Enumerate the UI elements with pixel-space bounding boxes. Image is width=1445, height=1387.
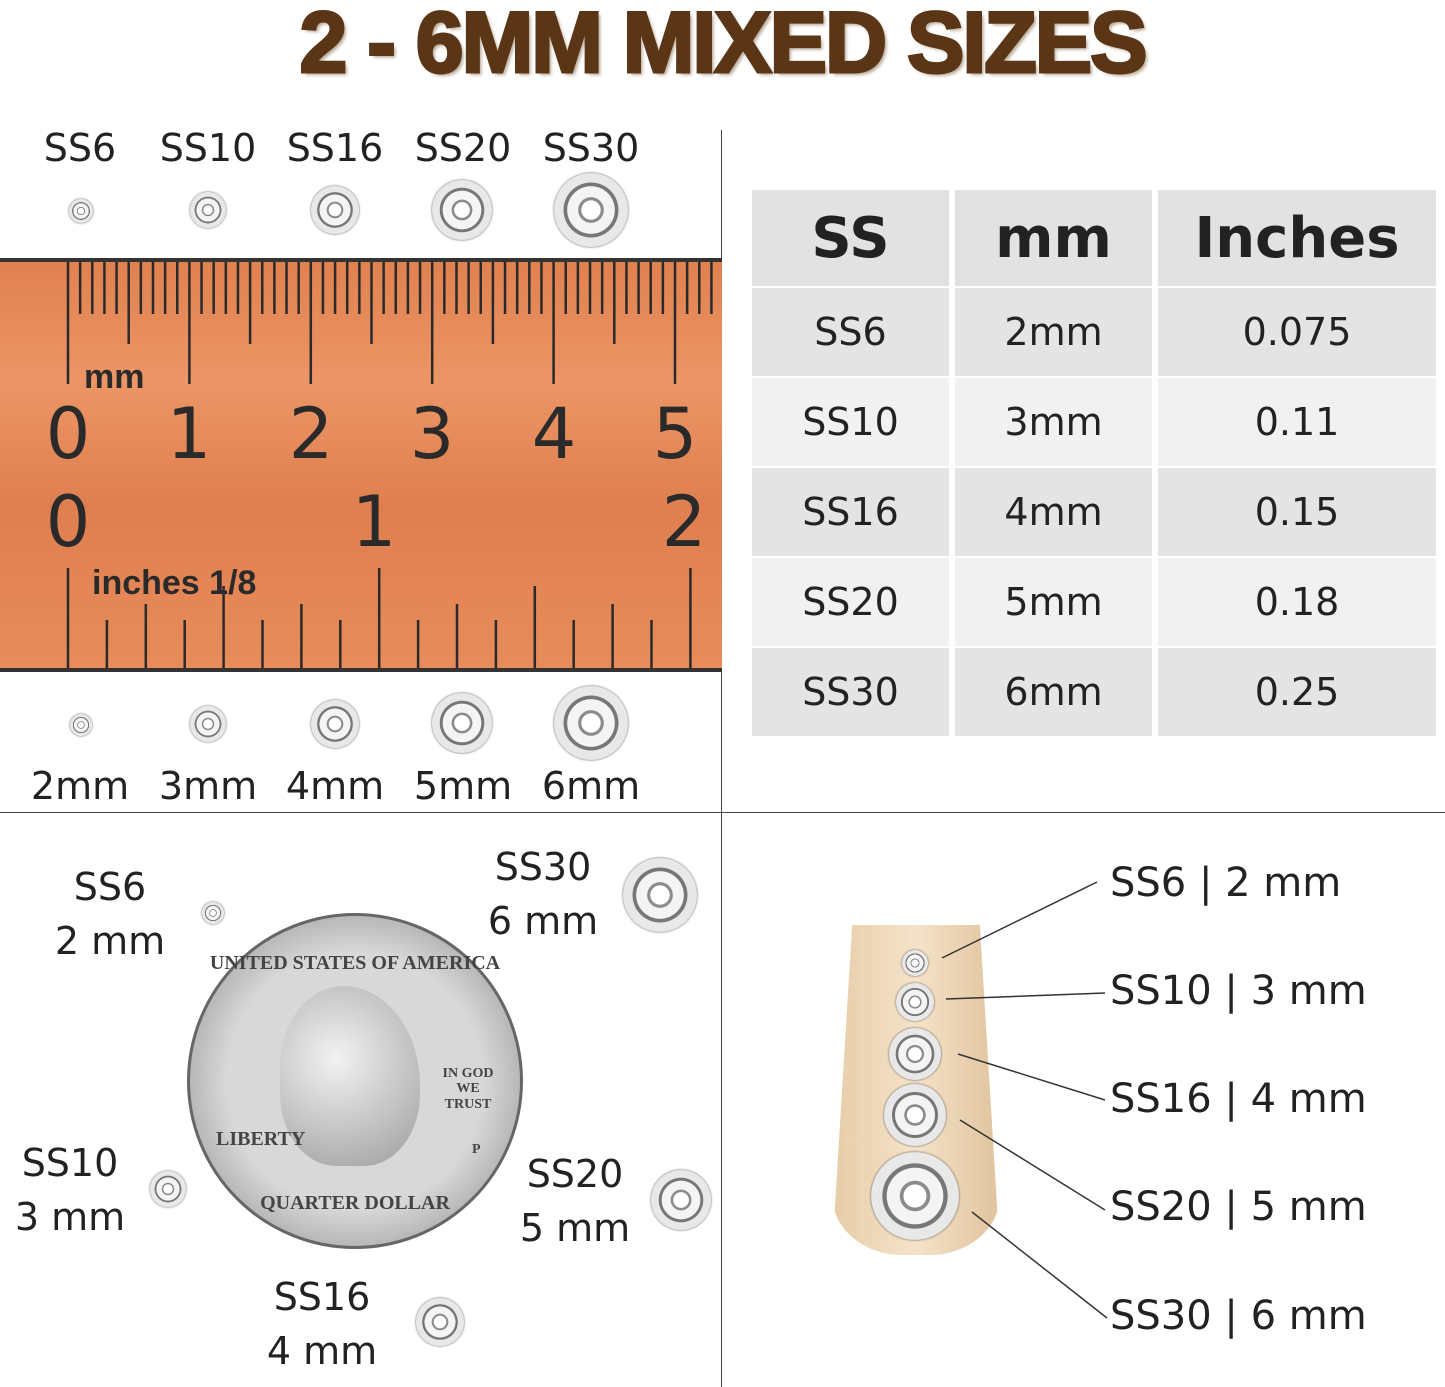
rhinestone-icon (554, 686, 628, 760)
cell: 0.15 (1158, 468, 1436, 556)
rhinestone-icon (902, 950, 928, 976)
nail-label: SS16 | 4 mm (1110, 1076, 1367, 1122)
mm-label: 2mm (30, 764, 130, 808)
rhinestone-icon (432, 693, 492, 753)
rhinestone-icon (884, 1084, 946, 1146)
rhinestone-icon (311, 700, 359, 748)
size-label: SS20 (414, 126, 512, 170)
mm-label: 3mm (158, 764, 258, 808)
header-mm: mm (955, 190, 1152, 286)
header-ss: SS (752, 190, 949, 286)
ruler-inch-number: 0 (46, 481, 91, 563)
nail-label: SS20 | 5 mm (1110, 1184, 1367, 1230)
ruler-inch-number: 1 (352, 481, 397, 563)
coin-label: SS6 2 mm (54, 865, 166, 963)
size-label: SS10 (159, 126, 257, 170)
mm-label: 4mm (285, 764, 385, 808)
coin-text: IN GOD WE TRUST (442, 1066, 494, 1112)
rhinestone-icon (651, 1170, 711, 1230)
portrait (280, 986, 420, 1166)
coin-label: SS10 3 mm (14, 1141, 126, 1239)
ruler-body (0, 258, 722, 672)
rhinestone-icon (190, 706, 226, 742)
rhinestone-icon (889, 1028, 941, 1080)
cell: 0.25 (1158, 648, 1436, 736)
cell: SS30 (752, 648, 949, 736)
ruler-mm-number: 1 (167, 393, 212, 475)
mm-label: 5mm (413, 764, 513, 808)
rhinestone-icon (311, 186, 359, 234)
size-label: SS6 (43, 126, 117, 170)
cell: 0.18 (1158, 558, 1436, 646)
rhinestone-icon (202, 902, 224, 924)
size-label: SS16 (286, 126, 384, 170)
rhinestone-icon (70, 714, 92, 736)
quarter-coin: UNITED STATES OF AMERICA LIBERTY IN GOD … (187, 913, 523, 1249)
coin-text: LIBERTY (216, 1128, 306, 1150)
nail-label: SS6 | 2 mm (1110, 860, 1342, 906)
rhinestone-icon (150, 1171, 186, 1207)
coin-text: P (472, 1142, 481, 1157)
rhinestone-icon (190, 192, 226, 228)
nail-label: SS30 | 6 mm (1110, 1293, 1367, 1339)
ruler-inch-unit: inches 1/8 (92, 564, 256, 602)
rhinestone-icon (432, 180, 492, 240)
ruler-mm-number: 0 (46, 393, 91, 475)
title: 2 - 6MM MIXED SIZES (298, 0, 1149, 93)
coin-text: UNITED STATES OF AMERICA (209, 952, 501, 974)
ruler-mm-number: 5 (653, 393, 698, 475)
ruler-mm-number: 2 (289, 393, 334, 475)
table-row: SS30 6mm 0.25 (752, 648, 1436, 736)
cell: 0.075 (1158, 288, 1436, 376)
table-header: SS mm Inches (752, 190, 1436, 286)
cell: SS10 (752, 378, 949, 466)
coin-label: SS16 4 mm (266, 1275, 378, 1373)
table-row: SS20 5mm 0.18 (752, 558, 1436, 646)
coin-text: QUARTER DOLLAR (260, 1192, 450, 1214)
rhinestone-icon (623, 858, 697, 932)
size-table: SS mm Inches SS6 2mm 0.075 SS10 3mm 0.11 SS1… (746, 188, 1442, 738)
cell: SS20 (752, 558, 949, 646)
ruler-mm-number: 4 (532, 393, 577, 475)
size-label: SS30 (542, 126, 640, 170)
nail-label: SS10 | 3 mm (1110, 968, 1367, 1014)
header-inches: Inches (1158, 190, 1436, 286)
rhinestone-icon (871, 1152, 959, 1240)
cell: 0.11 (1158, 378, 1436, 466)
table-row: SS16 4mm 0.15 (752, 468, 1436, 556)
rhinestone-icon (416, 1298, 464, 1346)
cell: SS6 (752, 288, 949, 376)
ruler: mm 0 1 2 3 4 5 0 1 2 inches 1/8 (0, 258, 722, 672)
rhinestone-icon (69, 199, 93, 223)
cell: 6mm (955, 648, 1152, 736)
divider-horizontal (0, 812, 1445, 813)
table-row: SS6 2mm 0.075 (752, 288, 1436, 376)
coin-label: SS30 6 mm (487, 845, 599, 943)
cell: 4mm (955, 468, 1152, 556)
cell: 3mm (955, 378, 1152, 466)
rhinestone-icon (554, 173, 628, 247)
divider-vertical (721, 130, 722, 1387)
rhinestone-icon (896, 983, 934, 1021)
table-row: SS10 3mm 0.11 (752, 378, 1436, 466)
ruler-mm-unit: mm (84, 358, 144, 396)
coin-label: SS20 5 mm (519, 1152, 631, 1250)
ruler-inch-number: 2 (662, 481, 707, 563)
cell: SS16 (752, 468, 949, 556)
cell: 2mm (955, 288, 1152, 376)
ruler-mm-number: 3 (410, 393, 455, 475)
cell: 5mm (955, 558, 1152, 646)
mm-label: 6mm (541, 764, 641, 808)
